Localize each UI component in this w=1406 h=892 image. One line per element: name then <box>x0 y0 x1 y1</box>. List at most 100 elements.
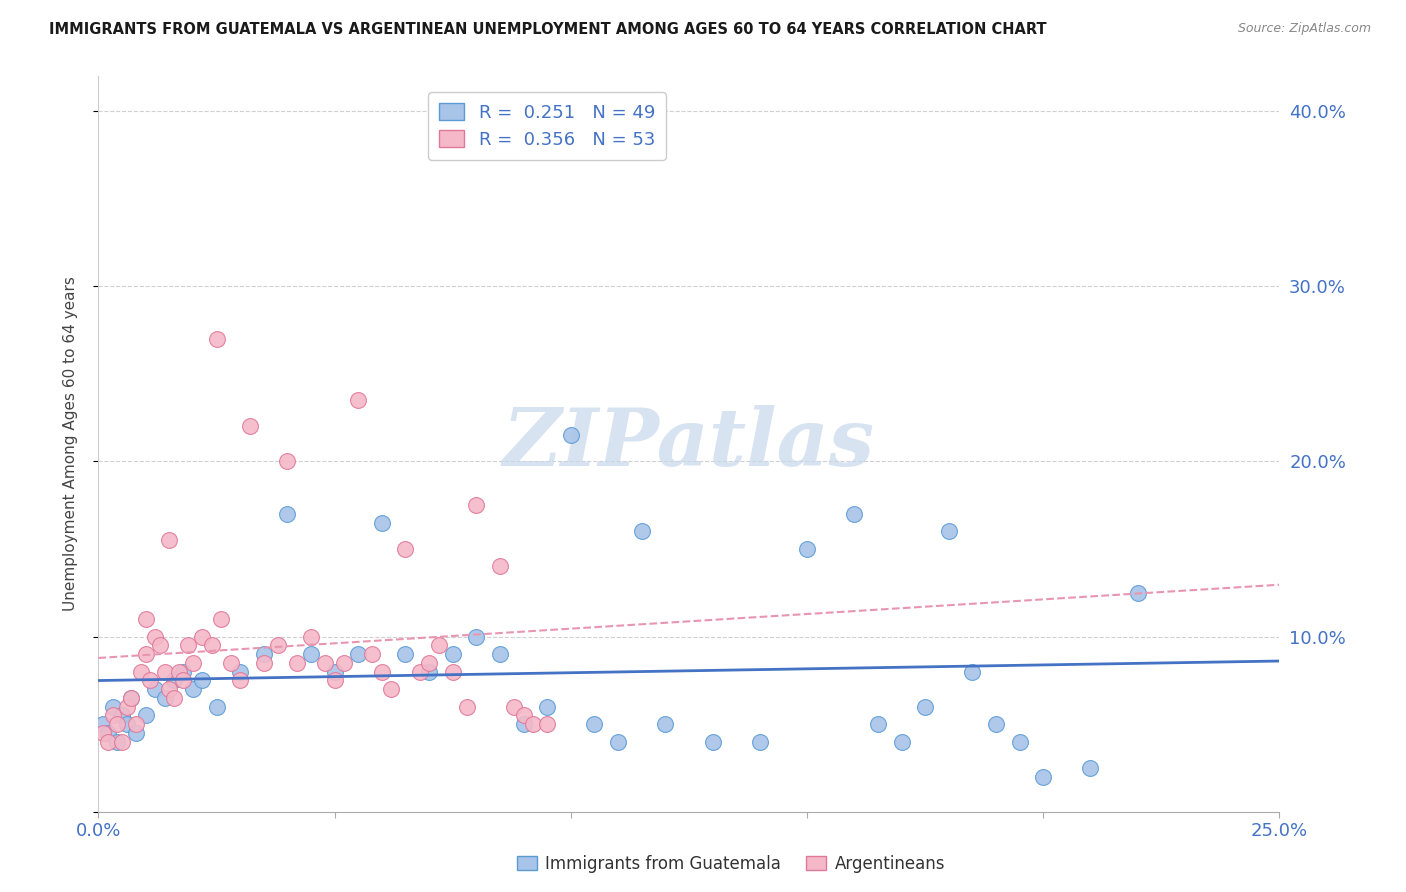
Point <box>253 656 276 670</box>
Point <box>105 734 128 748</box>
Point <box>157 533 180 548</box>
Point <box>962 665 984 679</box>
Point <box>347 647 370 661</box>
Point <box>489 559 512 574</box>
Point <box>380 681 402 696</box>
Point <box>219 656 242 670</box>
Point <box>984 717 1007 731</box>
Point <box>333 656 356 670</box>
Point <box>314 656 336 670</box>
Point <box>129 665 152 679</box>
Point <box>323 673 346 688</box>
Point <box>115 699 138 714</box>
Point <box>371 516 394 530</box>
Point <box>1008 734 1031 748</box>
Point <box>748 734 770 748</box>
Point <box>149 638 172 652</box>
Point <box>276 507 298 521</box>
Point <box>441 647 464 661</box>
Point <box>139 673 162 688</box>
Point <box>135 612 157 626</box>
Point <box>465 498 488 512</box>
Point <box>181 681 204 696</box>
Point <box>143 681 166 696</box>
Point <box>522 717 544 731</box>
Y-axis label: Unemployment Among Ages 60 to 64 years: Unemployment Among Ages 60 to 64 years <box>63 277 77 611</box>
Point <box>456 699 478 714</box>
Point <box>253 647 276 661</box>
Point <box>465 630 488 644</box>
Point <box>1032 770 1054 784</box>
Point <box>441 665 464 679</box>
Point <box>1080 761 1102 775</box>
Point <box>181 656 204 670</box>
Point <box>512 717 534 731</box>
Point <box>267 638 290 652</box>
Point <box>209 612 232 626</box>
Point <box>890 734 912 748</box>
Point <box>111 708 134 723</box>
Point <box>157 681 180 696</box>
Point <box>299 647 322 661</box>
Point <box>177 638 200 652</box>
Point <box>172 673 194 688</box>
Legend: Immigrants from Guatemala, Argentineans: Immigrants from Guatemala, Argentineans <box>510 848 952 880</box>
Point <box>239 419 262 434</box>
Point <box>97 734 120 748</box>
Point <box>702 734 724 748</box>
Point <box>143 630 166 644</box>
Point <box>844 507 866 521</box>
Point <box>172 665 194 679</box>
Point <box>111 734 134 748</box>
Point <box>115 717 138 731</box>
Point <box>560 428 582 442</box>
Legend: R =  0.251   N = 49, R =  0.356   N = 53: R = 0.251 N = 49, R = 0.356 N = 53 <box>429 92 666 160</box>
Point <box>371 665 394 679</box>
Point <box>323 665 346 679</box>
Point <box>97 726 120 740</box>
Point <box>654 717 676 731</box>
Point <box>489 647 512 661</box>
Point <box>866 717 889 731</box>
Point <box>153 690 176 705</box>
Point <box>1126 585 1149 599</box>
Point <box>229 665 252 679</box>
Text: ZIPatlas: ZIPatlas <box>503 405 875 483</box>
Point <box>229 673 252 688</box>
Point <box>121 690 143 705</box>
Point <box>536 699 558 714</box>
Point <box>135 708 157 723</box>
Point <box>418 665 440 679</box>
Point <box>163 673 186 688</box>
Point <box>607 734 630 748</box>
Point <box>191 673 214 688</box>
Point <box>167 665 190 679</box>
Point <box>105 717 128 731</box>
Point <box>91 726 114 740</box>
Point <box>408 665 430 679</box>
Point <box>121 690 143 705</box>
Point <box>418 656 440 670</box>
Point <box>101 699 124 714</box>
Point <box>101 708 124 723</box>
Text: Source: ZipAtlas.com: Source: ZipAtlas.com <box>1237 22 1371 36</box>
Point <box>914 699 936 714</box>
Point <box>91 717 114 731</box>
Point <box>153 665 176 679</box>
Point <box>796 541 818 556</box>
Point <box>630 524 652 539</box>
Point <box>347 392 370 407</box>
Point <box>503 699 526 714</box>
Point <box>536 717 558 731</box>
Text: IMMIGRANTS FROM GUATEMALA VS ARGENTINEAN UNEMPLOYMENT AMONG AGES 60 TO 64 YEARS : IMMIGRANTS FROM GUATEMALA VS ARGENTINEAN… <box>49 22 1047 37</box>
Point <box>191 630 214 644</box>
Point <box>276 454 298 468</box>
Point <box>394 541 416 556</box>
Point <box>201 638 224 652</box>
Point <box>512 708 534 723</box>
Point <box>125 717 148 731</box>
Point <box>361 647 384 661</box>
Point <box>205 699 228 714</box>
Point <box>285 656 308 670</box>
Point <box>205 332 228 346</box>
